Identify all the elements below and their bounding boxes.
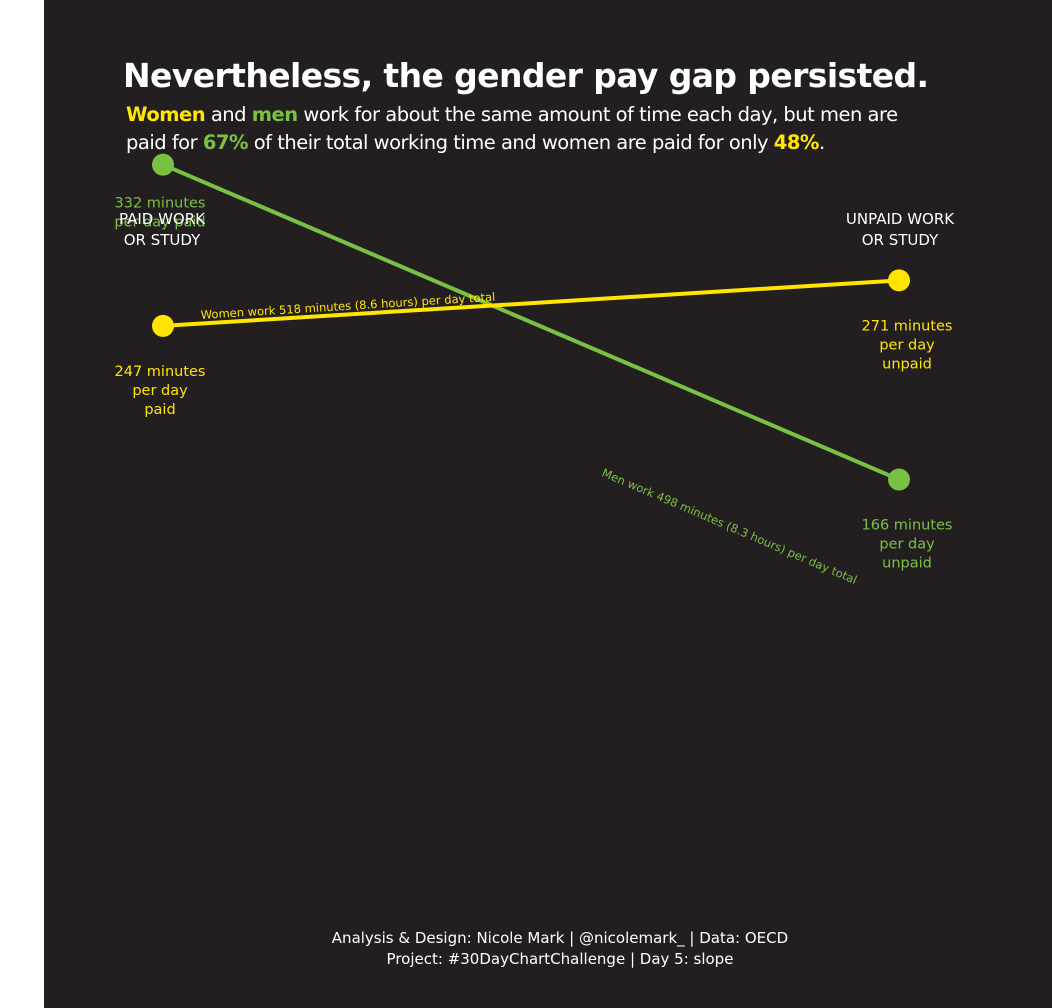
subtitle-women: Women <box>126 103 206 126</box>
subtitle-women-pct: 48% <box>773 131 820 154</box>
women-point-paid <box>152 314 174 337</box>
subtitle-part1: work for about the same amount of time e… <box>297 103 898 126</box>
subtitle-men-pct: 67% <box>202 131 249 154</box>
chart-caption: Analysis & Design: Nicole Mark | @nicole… <box>250 928 870 970</box>
subtitle-and: and <box>205 103 252 126</box>
subtitle-part2: paid for <box>126 131 203 154</box>
women-label-paid: 247 minutes per day paid <box>115 364 206 418</box>
men-total-label: Men work 498 minutes (8.3 hours) per day… <box>600 466 859 587</box>
men-point-paid <box>152 153 174 176</box>
chart-title: Nevertheless, the gender pay gap persist… <box>123 56 929 95</box>
men-slope-line <box>161 162 901 482</box>
women-point-unpaid <box>888 269 910 292</box>
subtitle-part3: of their total working time and women ar… <box>248 131 774 154</box>
men-label-unpaid: 166 minutes per day unpaid <box>862 518 953 572</box>
caption-project: Project: #30DayChartChallenge | Day 5: s… <box>386 950 734 968</box>
axis-header-paid: PAID WORK OR STUDY <box>119 210 205 249</box>
men-label-paid: 332 minutes per day paid <box>114 196 205 231</box>
women-total-label: Women work 518 minutes (8.6 hours) per d… <box>200 290 495 322</box>
women-label-unpaid: 271 minutes per day unpaid <box>862 318 953 372</box>
chart-subtitle: Women and men work for about the same am… <box>126 101 898 157</box>
men-point-unpaid <box>888 468 910 491</box>
axis-header-unpaid: UNPAID WORK OR STUDY <box>845 210 955 249</box>
chart-panel <box>44 0 1052 1008</box>
caption-credits: Analysis & Design: Nicole Mark | @nicole… <box>331 929 789 947</box>
subtitle-end: . <box>818 131 825 154</box>
subtitle-men: men <box>251 103 298 126</box>
women-slope-line <box>161 278 901 328</box>
